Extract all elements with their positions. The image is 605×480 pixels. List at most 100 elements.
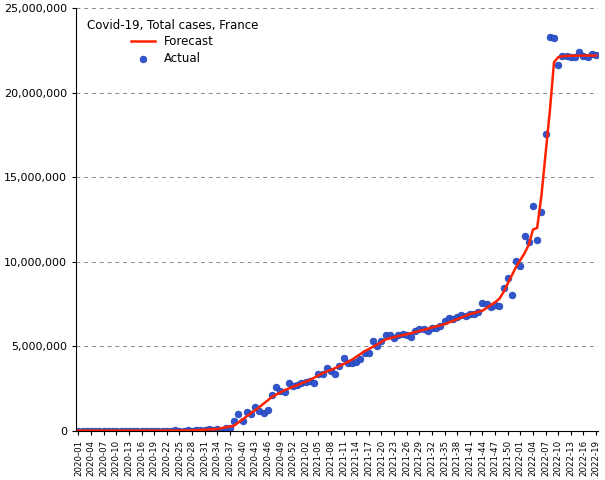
Actual bbox=[448, 315, 458, 323]
Actual bbox=[229, 418, 239, 425]
Actual bbox=[377, 337, 387, 345]
Actual bbox=[389, 334, 399, 341]
Actual bbox=[343, 360, 353, 367]
Actual bbox=[520, 232, 529, 240]
Actual bbox=[431, 324, 441, 332]
Actual bbox=[406, 333, 416, 341]
Forecast bbox=[588, 53, 595, 59]
Forecast bbox=[108, 428, 116, 433]
Actual bbox=[326, 367, 336, 375]
Actual bbox=[427, 324, 437, 332]
Actual bbox=[318, 370, 327, 377]
Actual bbox=[301, 378, 310, 386]
Actual bbox=[562, 52, 572, 60]
Actual bbox=[255, 407, 264, 415]
Actual bbox=[574, 48, 584, 56]
Line: Forecast: Forecast bbox=[79, 56, 596, 431]
Actual bbox=[381, 331, 390, 338]
Actual bbox=[423, 327, 433, 335]
Actual bbox=[217, 427, 226, 434]
Actual bbox=[545, 34, 555, 41]
Actual bbox=[158, 427, 168, 434]
Actual bbox=[90, 427, 100, 434]
Actual bbox=[309, 379, 319, 387]
Actual bbox=[313, 370, 323, 377]
Actual bbox=[284, 379, 293, 387]
Actual bbox=[549, 35, 559, 42]
Actual bbox=[360, 348, 370, 356]
Actual bbox=[453, 313, 462, 321]
Actual bbox=[124, 427, 134, 434]
Actual bbox=[116, 427, 125, 434]
Actual bbox=[272, 383, 281, 390]
Actual bbox=[288, 382, 298, 390]
Actual bbox=[578, 52, 588, 60]
Actual bbox=[461, 312, 471, 320]
Actual bbox=[486, 303, 495, 311]
Actual bbox=[482, 300, 491, 308]
Actual bbox=[204, 425, 214, 433]
Actual bbox=[330, 371, 340, 378]
Actual bbox=[111, 427, 121, 434]
Actual bbox=[166, 427, 176, 434]
Actual bbox=[322, 364, 332, 372]
Forecast bbox=[226, 423, 234, 429]
Actual bbox=[393, 332, 403, 339]
Actual bbox=[494, 302, 504, 310]
Legend: Forecast, Actual: Forecast, Actual bbox=[82, 14, 263, 70]
Actual bbox=[419, 325, 428, 333]
Actual bbox=[352, 359, 361, 366]
Actual bbox=[78, 427, 88, 434]
Actual bbox=[477, 299, 487, 306]
Actual bbox=[296, 379, 306, 386]
Actual bbox=[457, 312, 466, 319]
Actual bbox=[474, 308, 483, 316]
Actual bbox=[499, 284, 508, 291]
Actual bbox=[234, 410, 243, 418]
Actual bbox=[469, 311, 479, 318]
Actual bbox=[397, 330, 407, 338]
Actual bbox=[137, 427, 146, 434]
Actual bbox=[356, 355, 365, 363]
Actual bbox=[208, 426, 218, 434]
Actual bbox=[221, 424, 231, 432]
Actual bbox=[444, 314, 454, 322]
Actual bbox=[511, 257, 521, 264]
Actual bbox=[162, 427, 172, 434]
Actual bbox=[120, 427, 129, 434]
Actual bbox=[558, 52, 567, 60]
Actual bbox=[305, 377, 315, 385]
Actual bbox=[263, 406, 273, 414]
Forecast bbox=[374, 342, 381, 348]
Actual bbox=[191, 426, 201, 433]
Actual bbox=[74, 427, 83, 434]
Actual bbox=[436, 322, 445, 330]
Forecast bbox=[592, 53, 600, 59]
Actual bbox=[154, 427, 163, 434]
Actual bbox=[280, 388, 290, 396]
Actual bbox=[587, 50, 597, 58]
Actual bbox=[503, 275, 512, 282]
Actual bbox=[583, 53, 592, 61]
Actual bbox=[82, 427, 92, 434]
Actual bbox=[187, 427, 197, 434]
Actual bbox=[145, 427, 155, 434]
Actual bbox=[225, 424, 235, 432]
Actual bbox=[132, 427, 142, 434]
Actual bbox=[195, 426, 205, 434]
Actual bbox=[465, 311, 475, 318]
Actual bbox=[107, 427, 117, 434]
Actual bbox=[99, 427, 108, 434]
Actual bbox=[440, 317, 450, 324]
Forecast bbox=[75, 428, 82, 433]
Actual bbox=[532, 236, 542, 244]
Actual bbox=[171, 427, 180, 434]
Actual bbox=[149, 427, 159, 434]
Actual bbox=[335, 362, 344, 370]
Actual bbox=[490, 301, 500, 309]
Actual bbox=[566, 53, 576, 60]
Actual bbox=[385, 331, 394, 339]
Actual bbox=[103, 427, 113, 434]
Actual bbox=[259, 408, 269, 416]
Actual bbox=[292, 381, 302, 389]
